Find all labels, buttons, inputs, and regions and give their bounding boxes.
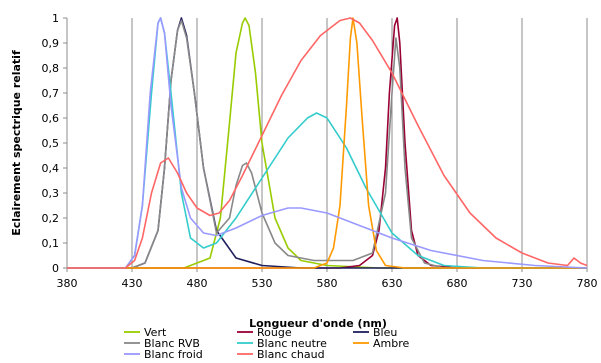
tick-labels: 0 0,1 0,2 0,3 0,4 0,5 0,6 0,7 0,8 0,9 1 380 430 480 53…: [42, 12, 598, 290]
series-line-blanc-froid: [67, 17, 588, 269]
legend-label: Ambre: [373, 337, 410, 350]
legend-label: Rouge: [257, 326, 292, 339]
legend: Vert Rouge Bleu Blanc RVB Blanc neutre Ambre B…: [124, 326, 410, 361]
series-line-rouge: [67, 17, 587, 269]
x-tick-label: 430: [122, 277, 143, 290]
x-tick-label: 630: [382, 277, 403, 290]
series-lines: [67, 17, 588, 269]
axes: [63, 17, 588, 272]
y-tick-label: 0,7: [42, 87, 60, 100]
y-tick-label: 0: [52, 262, 59, 275]
x-tick-label: 480: [187, 277, 208, 290]
legend-label: Vert: [144, 326, 167, 339]
legend-label: Blanc froid: [144, 348, 203, 361]
legend-label: Blanc RVB: [144, 337, 200, 350]
x-tick-label: 580: [317, 277, 338, 290]
y-tick-label: 1: [52, 12, 59, 25]
y-axis-title: Eclairement spectrique relatif: [10, 50, 23, 236]
legend-label: Blanc neutre: [257, 337, 327, 350]
x-tick-label: 380: [57, 277, 78, 290]
y-tick-label: 0,8: [42, 62, 60, 75]
y-tick-label: 0,4: [42, 162, 60, 175]
y-tick-label: 0,9: [42, 37, 60, 50]
series-line-blanc-chaud: [67, 17, 588, 269]
y-tick-label: 0,6: [42, 112, 60, 125]
y-tick-label: 0,5: [42, 137, 60, 150]
y-tick-label: 0,2: [42, 212, 60, 225]
x-tick-label: 730: [512, 277, 533, 290]
x-tick-label: 780: [577, 277, 598, 290]
x-tick-label: 530: [252, 277, 273, 290]
series-line-ambre: [67, 17, 587, 269]
x-axis-title: Longueur d'onde (nm): [249, 317, 387, 330]
x-tick-label: 680: [447, 277, 468, 290]
legend-label: Bleu: [373, 326, 397, 339]
legend-label: Blanc chaud: [257, 348, 325, 361]
y-tick-label: 0,1: [42, 237, 60, 250]
y-tick-label: 0,3: [42, 187, 60, 200]
series-line-blanc-neutre: [67, 17, 587, 269]
series-line-blanc-rvb: [67, 19, 587, 269]
